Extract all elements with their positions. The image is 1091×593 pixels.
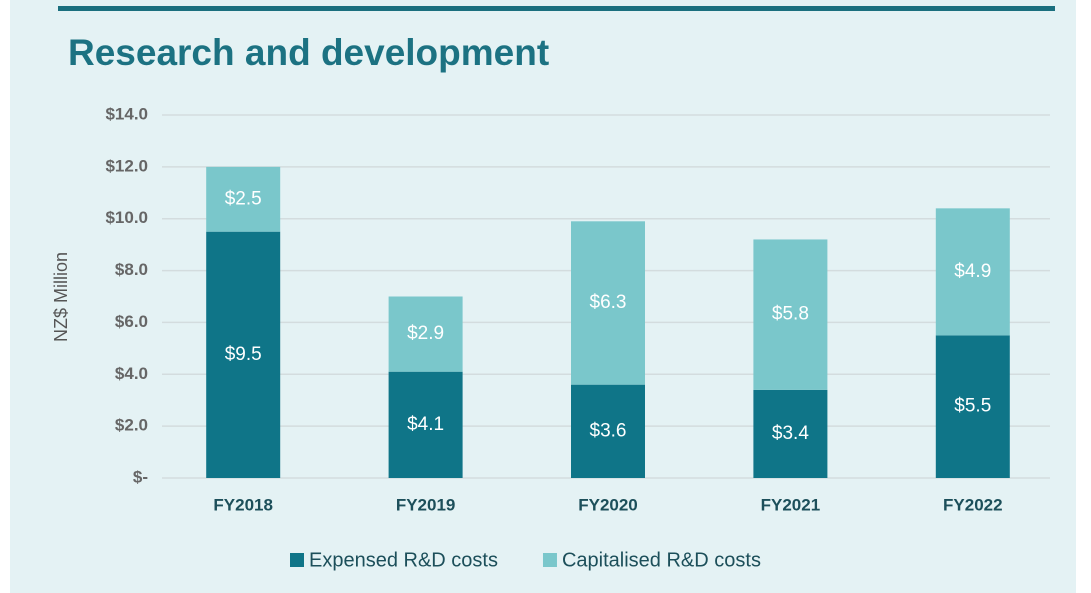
data-label: $3.6 (590, 420, 627, 441)
y-tick-label: $- (133, 467, 148, 486)
bar (753, 239, 828, 390)
bar (206, 166, 281, 232)
y-tick-label: $14.0 (105, 104, 148, 123)
y-tick-label: $10.0 (105, 208, 148, 227)
y-tick-label: $6.0 (115, 312, 148, 331)
bar (935, 335, 1010, 478)
bar (388, 371, 463, 478)
data-label: $5.8 (772, 304, 809, 325)
background (10, 0, 1076, 593)
data-label: $4.1 (407, 414, 444, 435)
data-label: $9.5 (225, 344, 262, 365)
y-tick-label: $12.0 (105, 156, 148, 175)
bar (571, 221, 645, 385)
x-tick-label: FY2019 (396, 495, 456, 514)
bar (206, 231, 281, 478)
legend-label: Expensed R&D costs (309, 549, 498, 571)
legend-label: Capitalised R&D costs (562, 549, 761, 571)
y-axis-label: NZ$ Million (51, 252, 71, 342)
data-label: $6.3 (590, 292, 627, 313)
data-label: $4.9 (954, 261, 991, 282)
x-tick-label: FY2020 (578, 495, 638, 514)
data-label: $5.5 (954, 396, 991, 417)
top-rule (58, 6, 1055, 11)
y-tick-label: $4.0 (115, 364, 148, 383)
y-tick-label: $2.0 (115, 416, 148, 435)
data-label: $2.9 (407, 323, 444, 344)
y-tick-label: $8.0 (115, 260, 148, 279)
bar (388, 296, 463, 372)
bar (753, 389, 828, 478)
data-label: $2.5 (225, 188, 262, 209)
legend-swatch (542, 553, 557, 567)
bar (571, 384, 645, 478)
bar (935, 208, 1010, 336)
x-tick-label: FY2021 (761, 495, 821, 514)
x-tick-label: FY2018 (213, 495, 273, 514)
x-tick-label: FY2022 (943, 495, 1003, 514)
chart-title: Research and development (68, 32, 549, 73)
data-label: $3.4 (772, 423, 809, 444)
legend-swatch (290, 553, 304, 567)
